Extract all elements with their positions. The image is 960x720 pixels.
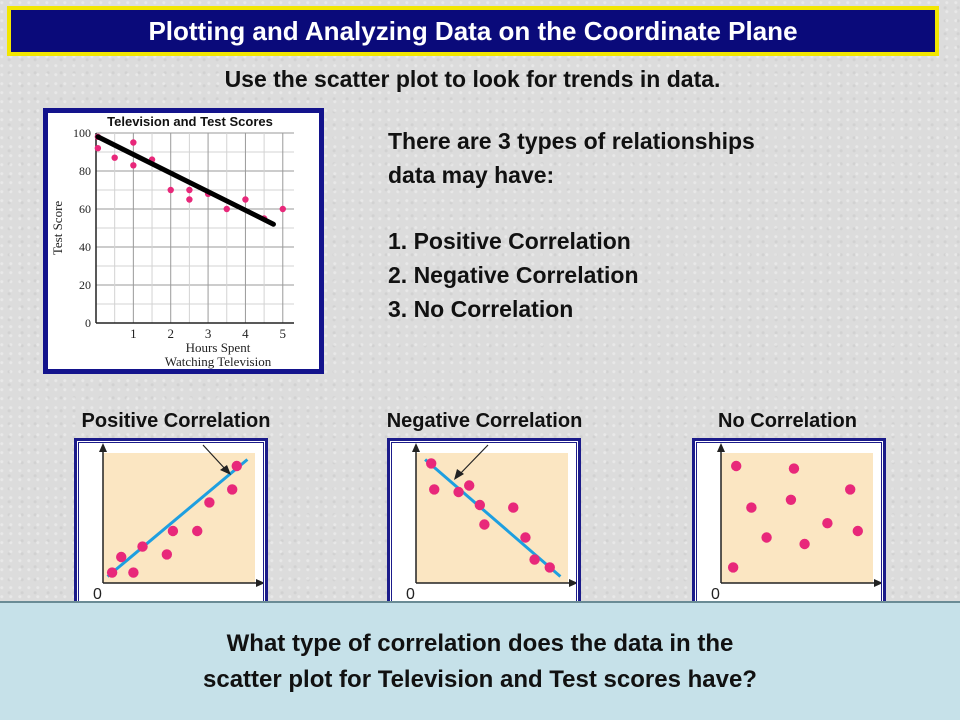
page-title: Plotting and Analyzing Data on the Coord… xyxy=(148,15,798,46)
data-point xyxy=(852,525,863,537)
x-tick-label: 5 xyxy=(280,326,287,341)
data-point xyxy=(128,567,139,578)
data-point xyxy=(822,518,833,529)
data-point xyxy=(520,532,531,543)
data-point xyxy=(845,484,856,495)
origin-label: 0 xyxy=(406,586,415,603)
y-tick-label: 0 xyxy=(85,316,91,330)
subtitle: Use the scatter plot to look for trends … xyxy=(224,66,721,92)
info-item-none: 3. No Correlation xyxy=(388,296,574,322)
data-point xyxy=(186,196,193,203)
positive-chart: 0 xyxy=(93,443,263,603)
info-line-1: There are 3 types of relationships xyxy=(388,128,755,154)
data-point xyxy=(231,460,242,472)
data-point xyxy=(130,139,137,146)
question-line-1: What type of correlation does the data i… xyxy=(226,629,734,657)
data-point xyxy=(167,186,174,194)
data-point xyxy=(161,549,173,560)
x-axis-arrow xyxy=(874,579,881,587)
y-tick-label: 100 xyxy=(73,126,91,140)
data-point xyxy=(453,486,464,498)
info-item-positive: 1. Positive Correlation xyxy=(388,228,631,254)
title-bar: Plotting and Analyzing Data on the Coord… xyxy=(7,6,939,56)
y-tick-label: 20 xyxy=(79,278,91,292)
data-point xyxy=(186,186,193,194)
positive-label: Positive Correlation xyxy=(81,410,271,432)
data-point xyxy=(479,519,490,530)
trend-line xyxy=(95,134,276,227)
data-point xyxy=(192,525,203,537)
data-point xyxy=(508,502,519,513)
data-point xyxy=(429,484,440,495)
data-point xyxy=(242,196,249,203)
data-point xyxy=(464,480,475,491)
x-axis-arrow xyxy=(256,579,263,587)
data-point xyxy=(137,541,148,552)
none-chart: 0 xyxy=(711,443,881,603)
trend-line xyxy=(106,458,249,578)
data-point xyxy=(130,162,137,169)
question-line-2: scatter plot for Television and Test sco… xyxy=(203,665,757,693)
tv-scatter-chart: Television and Test Scores 0 20 40 60 80 100 1 2… xyxy=(48,113,319,369)
data-point xyxy=(785,494,797,505)
negative-chart: 0 xyxy=(406,443,576,603)
data-point xyxy=(94,145,102,152)
data-point xyxy=(544,562,555,573)
x-tick-label: 1 xyxy=(130,326,137,341)
y-axis-arrow xyxy=(717,443,725,452)
data-point xyxy=(279,205,286,213)
data-point xyxy=(223,205,230,213)
info-item-negative: 2. Negative Correlation xyxy=(388,262,639,288)
y-axis-arrow xyxy=(412,443,420,452)
pointer-line xyxy=(457,444,489,477)
info-line-2: data may have: xyxy=(388,162,555,188)
pointer-arrowhead xyxy=(454,469,464,480)
plot-background xyxy=(721,453,873,583)
data-point xyxy=(474,499,486,511)
pointer-line xyxy=(202,444,228,472)
data-point xyxy=(529,554,540,565)
y-tick-label: 80 xyxy=(79,164,91,178)
question-box: What type of correlation does the data i… xyxy=(0,601,960,720)
data-point xyxy=(167,525,179,537)
origin-label: 0 xyxy=(93,586,102,603)
chart-title: Television and Test Scores xyxy=(107,114,273,129)
data-point xyxy=(204,497,215,508)
data-point xyxy=(731,460,742,472)
relationship-info: There are 3 types of relationships data … xyxy=(388,124,928,326)
x-axis-label-line-1: Hours Spent xyxy=(186,340,251,355)
tv-scatter-frame: Television and Test Scores 0 20 40 60 80 100 1 2… xyxy=(43,108,324,374)
data-point xyxy=(106,567,118,578)
x-tick-label: 4 xyxy=(242,326,249,341)
y-axis-arrow xyxy=(99,443,107,452)
data-point xyxy=(727,562,739,573)
data-point xyxy=(799,538,810,550)
x-axis-label-line-2: Watching Television xyxy=(165,354,272,369)
data-point xyxy=(746,502,757,513)
x-axis-arrow xyxy=(569,579,576,587)
pointer-arrowhead xyxy=(220,465,231,475)
none-label: No Correlation xyxy=(718,410,857,432)
x-tick-label: 2 xyxy=(167,326,174,341)
y-tick-label: 40 xyxy=(79,240,91,254)
negative-frame: 0 xyxy=(387,438,581,612)
data-point xyxy=(111,154,118,161)
data-point xyxy=(426,458,437,469)
y-tick-label: 60 xyxy=(79,202,91,216)
origin-label: 0 xyxy=(711,586,720,603)
positive-frame: 0 xyxy=(74,438,268,612)
data-point xyxy=(227,484,238,495)
y-axis-label: Test Score xyxy=(50,201,65,256)
x-tick-label: 3 xyxy=(205,326,212,341)
data-point xyxy=(788,463,800,474)
none-frame: 0 xyxy=(692,438,886,612)
negative-label: Negative Correlation xyxy=(386,410,583,432)
data-point xyxy=(116,551,127,563)
data-point xyxy=(761,532,772,543)
